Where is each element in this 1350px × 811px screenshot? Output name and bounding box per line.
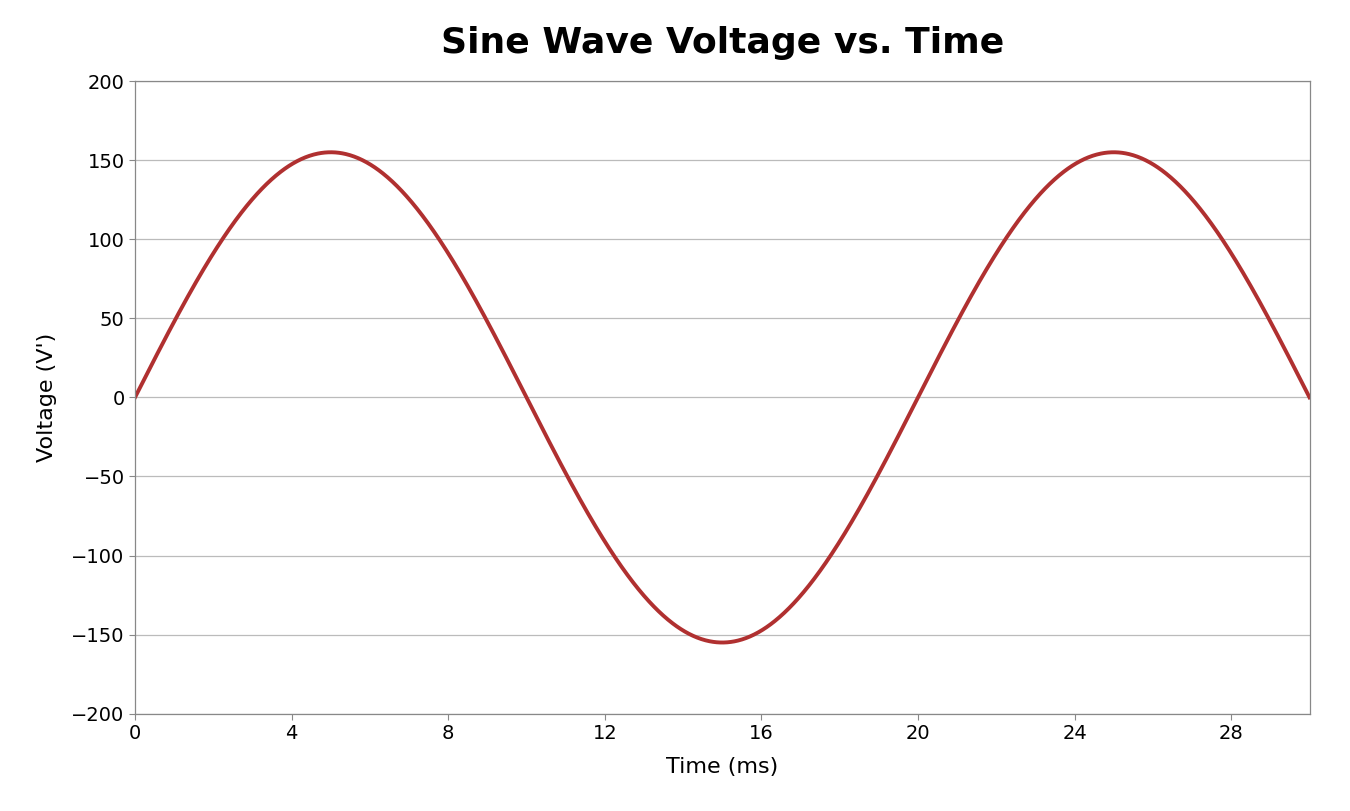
Y-axis label: Voltage (V'): Voltage (V')	[38, 333, 57, 462]
X-axis label: Time (ms): Time (ms)	[666, 757, 779, 777]
Title: Sine Wave Voltage vs. Time: Sine Wave Voltage vs. Time	[440, 26, 1004, 60]
